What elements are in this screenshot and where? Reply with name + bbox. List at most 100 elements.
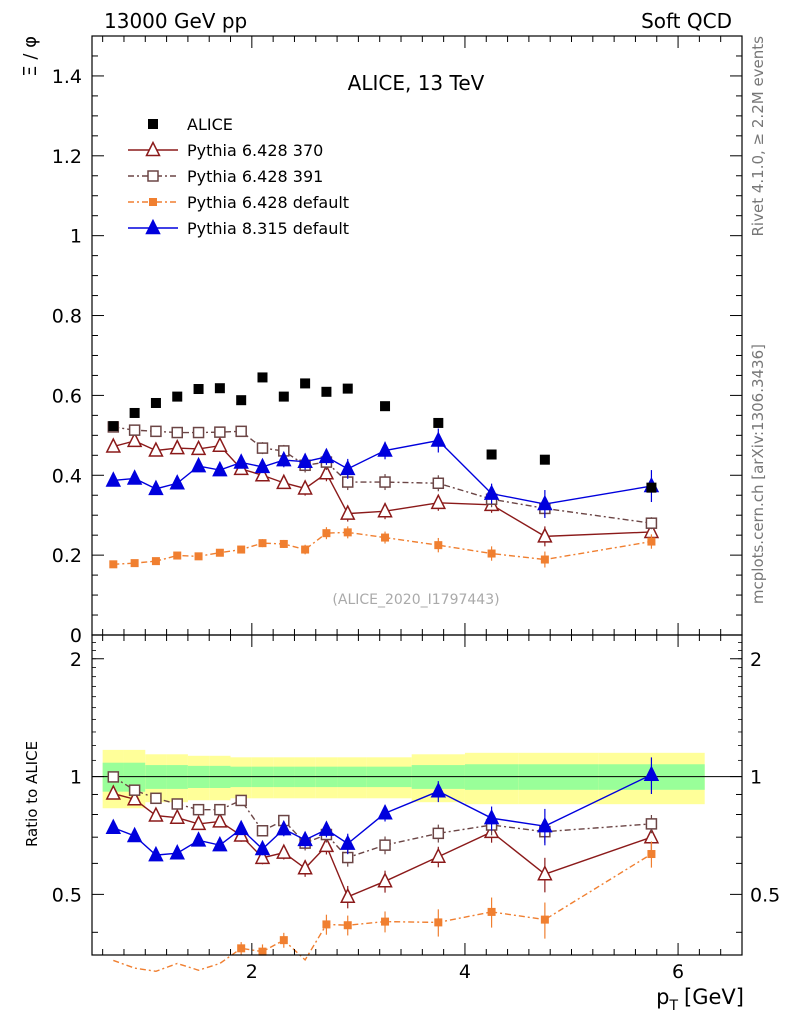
data-point [192,426,205,439]
data-point [256,442,269,454]
alice-data-point [646,482,657,493]
data-point [430,431,447,447]
x-axis-label-sub: T [668,998,678,1014]
data-point [377,441,393,457]
ratio-point [148,806,164,822]
data-point [254,457,271,474]
data-point [105,437,122,453]
ratio-point [434,918,443,927]
ratio-point [126,826,143,843]
data-point [105,471,122,487]
alice-data-point [433,417,444,428]
alice-data-point [342,383,353,394]
ratio-series-pythia-6-428-default [113,841,656,973]
ratio-point [430,782,447,798]
data-point [340,459,356,476]
ratio-point [126,790,143,806]
ratio-point [233,819,249,836]
series-line [113,426,652,524]
ratio-point [190,831,207,847]
y-tick-label: 0.2 [52,545,82,567]
analysis-label: (ALICE_2020_I1797443) [332,592,499,608]
ratio-point [192,803,205,816]
y-axis-label: Ξ / φ [20,36,41,77]
alice-data-point [257,372,268,383]
data-point [297,452,313,468]
series-pythia-6-428-default [109,526,656,569]
ratio-point [379,839,391,851]
alice-data-point [539,454,550,465]
ratio-point [105,784,122,800]
x-tick-label: 6 [672,961,684,983]
x-axis-label-p: p [656,985,669,1009]
legend: ALICE Pythia 6.428 370 Pythia 6.428 391 Pyt… [128,115,349,238]
y-tick-label: 0.6 [52,385,82,407]
ratio-point [128,784,141,796]
ratio-y-tick-label-right: 2 [750,649,762,671]
y-tick-label: 1 [70,226,82,248]
data-point [215,548,224,557]
data-point [128,424,141,436]
legend-marker [147,170,159,182]
alice-data-point [150,397,161,408]
ratio-point [279,936,288,945]
ratio-point [171,798,183,810]
data-point [381,533,390,542]
data-point [430,493,447,510]
data-point [318,464,335,480]
data-point [432,477,445,490]
x-axis-label: pT [GeV] [656,985,744,1014]
ratio-plot [92,757,742,973]
alice-data-point [236,395,247,406]
ratio-point [297,859,313,875]
data-point [322,529,331,538]
ratio-point [430,847,447,863]
ratio-y-tick-label-right: 1 [750,767,762,789]
ratio-y-axis-label: Ratio to ALICE [23,741,41,847]
alice-data-point [108,421,119,432]
ratio-frame [91,634,743,956]
ratio-series-pythia-6-428-370 [105,784,660,909]
ratio-y-tick-label-right: 0.5 [750,884,780,906]
ratio-point [169,808,185,824]
ratio-point [105,818,122,834]
legend-entry: Pythia 6.428 370 [128,140,323,160]
data-point [540,555,549,564]
legend-marker [148,119,158,129]
data-point [126,469,143,485]
data-point [276,450,292,467]
data-point [301,545,310,554]
alice-data-point [193,384,204,395]
legend-label: Pythia 6.428 391 [187,167,323,186]
data-point [233,453,249,469]
ratio-point [483,808,500,825]
series-alice-data [108,372,657,493]
data-point [483,484,500,500]
ratio-point [214,803,226,816]
ratio-y-tick-label: 0.5 [52,884,82,906]
x-tick-label: 4 [459,961,471,983]
data-point [258,539,267,548]
data-point [214,426,226,438]
rivet-label: Rivet 4.1.0, ≥ 2.2M events [749,36,767,237]
ratio-point [340,887,356,904]
data-point [276,473,292,490]
ratio-point [318,820,335,836]
ratio-point [150,792,162,805]
data-point [487,549,496,558]
data-point [109,560,118,569]
ratio-point [537,816,553,833]
ratio-y-tick-label: 1 [70,767,82,789]
ratio-point [318,836,335,853]
ratio-point [256,825,269,837]
ratio-point [377,872,393,888]
ratio-point [276,819,292,836]
data-point [148,441,164,457]
data-point [194,552,203,561]
data-point [130,559,139,568]
data-point [647,537,656,546]
ratio-point [432,827,445,840]
ratio-point [343,921,352,930]
data-point [254,466,271,482]
legend-entry: Pythia 6.428 391 [128,167,323,186]
